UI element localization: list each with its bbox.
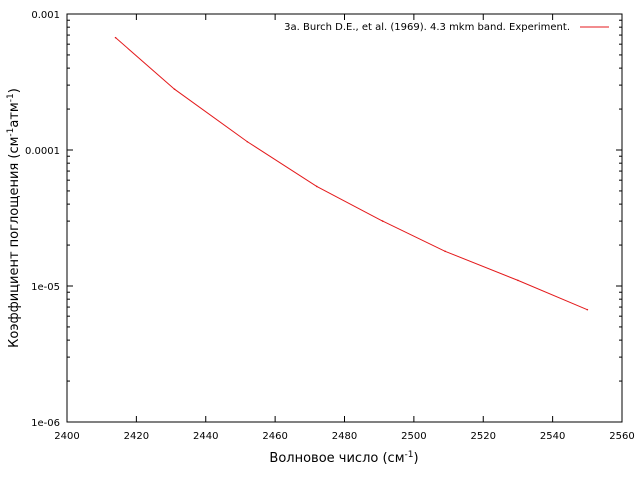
data-point xyxy=(315,185,318,188)
x-tick-label: 2420 xyxy=(124,431,149,442)
series-layer xyxy=(114,36,589,311)
data-point xyxy=(114,36,117,39)
x-tick-label: 2440 xyxy=(193,431,218,442)
y-axis-label: Коэффициент поглощения (см-1атм-1) xyxy=(6,88,22,348)
legend-label: 3a. Burch D.E., et al. (1969). 4.3 mkm b… xyxy=(284,22,570,33)
x-tick-label: 2520 xyxy=(471,431,496,442)
x-tick-label: 2540 xyxy=(540,431,565,442)
data-point xyxy=(173,88,176,90)
data-point xyxy=(381,220,384,222)
x-tick-label: 2560 xyxy=(609,431,634,442)
x-tick-label: 2480 xyxy=(332,431,357,442)
x-tick-label: 2460 xyxy=(262,431,287,442)
data-point xyxy=(586,308,589,311)
series-line xyxy=(115,37,588,311)
x-axis-label: Волновое число (см-1) xyxy=(269,450,418,466)
y-tick-label: 0.001 xyxy=(31,10,60,21)
y-tick-label: 1e-05 xyxy=(31,282,60,293)
x-tick-label: 2500 xyxy=(401,431,426,442)
data-point xyxy=(517,279,519,282)
x-tick-label: 2400 xyxy=(54,431,79,442)
y-tick-label: 0.0001 xyxy=(25,146,60,157)
data-point xyxy=(246,140,249,143)
data-point xyxy=(444,250,446,253)
plot-frame xyxy=(66,13,623,423)
y-tick-label: 1e-06 xyxy=(31,418,60,429)
legend: 3a. Burch D.E., et al. (1969). 4.3 mkm b… xyxy=(284,22,609,33)
axis-ticks: 2400 2420 2440 2460 2480 2500 2520 2540 2560 1e-0… xyxy=(25,10,635,442)
